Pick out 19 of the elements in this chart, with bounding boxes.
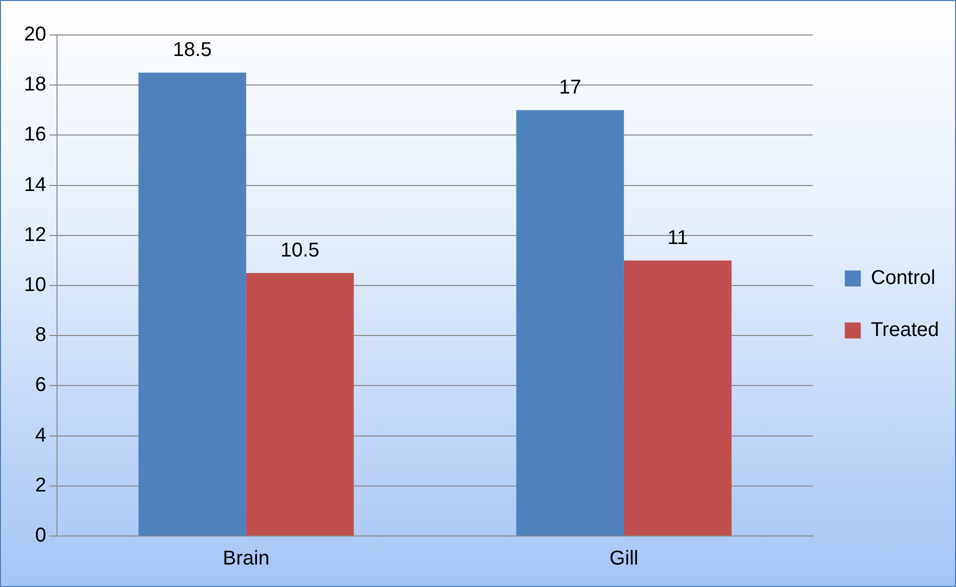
y-tick-label: 16 bbox=[24, 124, 46, 146]
y-tick-label: 20 bbox=[24, 24, 46, 46]
y-tick-label: 12 bbox=[24, 224, 46, 246]
y-tick-label: 2 bbox=[35, 474, 46, 496]
data-label: 18.5 bbox=[172, 39, 212, 62]
legend-label: Control bbox=[870, 267, 936, 290]
y-tick-label: 8 bbox=[35, 324, 46, 346]
data-label: 11 bbox=[667, 226, 688, 249]
y-tick-label: 4 bbox=[35, 424, 46, 446]
y-tick-label: 18 bbox=[24, 74, 46, 96]
y-tick-label: 6 bbox=[35, 374, 46, 396]
x-tick-label: Brain bbox=[222, 548, 270, 570]
data-label: 10.5 bbox=[280, 239, 320, 262]
legend-label: Treated bbox=[870, 319, 940, 342]
y-tick-label: 0 bbox=[35, 524, 46, 547]
data-label: 17 bbox=[558, 76, 582, 99]
y-tick-label: 14 bbox=[24, 174, 46, 196]
y-tick-label: 10 bbox=[24, 274, 46, 296]
x-tick-label: Gill bbox=[609, 548, 638, 570]
